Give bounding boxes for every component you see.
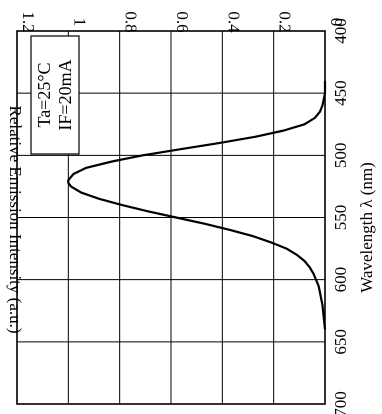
intensity-tick-label: 1 [70,18,89,27]
wavelength-tick-label: 500 [331,143,350,169]
emission-curve [67,80,327,330]
intensity-tick-label: 0.4 [224,11,243,33]
intensity-axis-title: Relative Emission Intensity (a.u.) [6,105,25,333]
wavelength-tick-label: 600 [331,267,350,293]
wavelength-tick-label: 700 [331,391,350,414]
wavelength-tick-label: 400 [331,18,350,44]
intensity-tick-label: 0.2 [276,11,295,32]
wavelength-tick-label: 450 [331,80,350,106]
wavelength-tick-label: 550 [331,205,350,231]
intensity-tick-label: 0.6 [173,11,192,32]
intensity-tick-labels: 0 0.2 0.4 0.6 0.8 1 1.2 [19,11,346,33]
ambient-temperature-label: Ta=25°C [34,62,54,127]
intensity-tick-label: 0 [327,18,346,27]
conditions-box [30,35,80,155]
wavelength-tick-label: 650 [331,329,350,355]
forward-current-label: IF=20mA [55,59,75,130]
wavelength-axis-title: Wavelength λ (nm) [357,162,376,293]
plot-frame [16,30,326,405]
wavelength-tick-labels: 400 450 500 550 600 650 700 [331,18,350,414]
intensity-tick-label: 1.2 [19,11,38,32]
intensity-tick-label: 0.8 [122,11,141,32]
